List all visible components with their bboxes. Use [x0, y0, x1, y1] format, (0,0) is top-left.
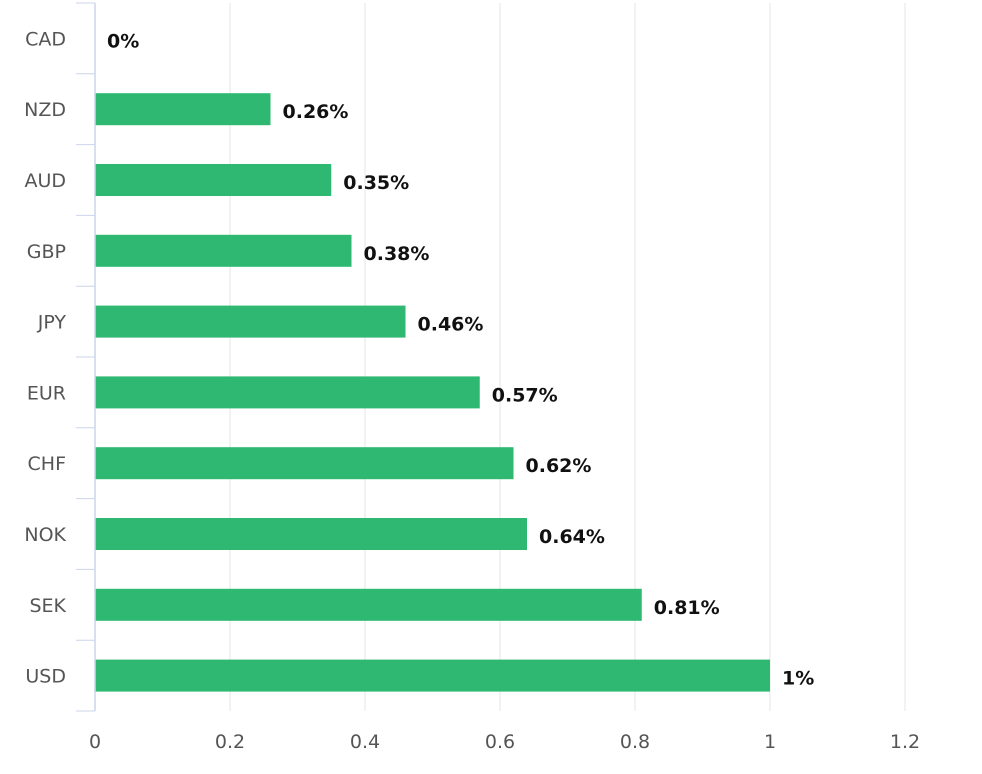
bar-chf [95, 447, 514, 480]
category-label: NOK [24, 524, 66, 546]
data-label: 0.62% [526, 455, 592, 477]
data-label: 0.35% [343, 172, 409, 194]
category-label: GBP [27, 241, 66, 263]
category-label: CHF [28, 453, 66, 475]
data-label: 0.64% [539, 526, 605, 548]
category-label: USD [25, 666, 66, 688]
data-label: 0% [107, 30, 139, 52]
data-label: 0.57% [492, 384, 558, 406]
category-label: SEK [29, 595, 66, 617]
x-tick-label: 0.8 [620, 731, 650, 753]
category-label: JPY [37, 312, 67, 334]
x-tick-label: 0.2 [215, 731, 245, 753]
category-label: NZD [24, 99, 66, 121]
bar-aud [95, 164, 332, 196]
category-label: AUD [24, 170, 66, 192]
bar-jpy [95, 305, 406, 338]
data-label: 0.81% [654, 597, 720, 619]
x-tick-label: 0 [89, 731, 101, 753]
data-label: 1% [782, 668, 814, 690]
bar-eur [95, 376, 480, 409]
bar-usd [95, 659, 770, 692]
data-label: 0.26% [283, 101, 349, 123]
bar-gbp [95, 234, 352, 267]
bar-nok [95, 518, 527, 550]
category-label: CAD [25, 28, 66, 50]
data-label: 0.38% [364, 243, 430, 265]
data-label: 0.46% [418, 314, 484, 336]
x-tick-label: 0.4 [350, 731, 380, 753]
x-tick-label: 1.2 [890, 731, 920, 753]
category-label: EUR [27, 382, 66, 404]
x-tick-label: 0.6 [485, 731, 515, 753]
bar-sek [95, 588, 642, 621]
bar-nzd [95, 93, 271, 126]
x-tick-label: 1 [764, 731, 776, 753]
